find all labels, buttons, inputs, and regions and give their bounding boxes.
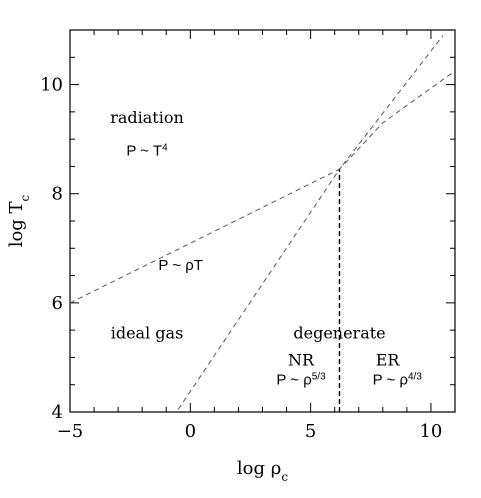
y-axis-label: log Tc xyxy=(6,194,32,247)
annotation-label: ER xyxy=(376,351,401,370)
annotation-superscript: 5/3 xyxy=(312,371,326,382)
y-tick-label: 10 xyxy=(40,75,63,96)
annotation-label: NR xyxy=(288,351,315,370)
x-tick-label: 0 xyxy=(185,421,196,442)
annotation-label: radiation xyxy=(110,108,184,127)
annotation-superscript: 4/3 xyxy=(408,371,422,382)
annotation-superscript: 4 xyxy=(162,142,168,153)
x-tick-label: 10 xyxy=(419,421,442,442)
x-tick-label: −5 xyxy=(57,421,84,442)
y-tick-label: 6 xyxy=(52,293,63,314)
y-tick-label: 8 xyxy=(52,184,63,205)
x-axis-label: log ρc xyxy=(237,458,288,484)
boundary-line-1 xyxy=(69,35,444,304)
annotation-label: P ~ T4 xyxy=(126,142,168,160)
annotation-label: P ~ ρ5/3 xyxy=(276,371,326,389)
x-tick-label: 5 xyxy=(305,421,316,442)
annotation-label: P ~ ρ4/3 xyxy=(373,371,423,389)
annotation-label: P ~ ρT xyxy=(158,257,203,274)
y-axis-label-subscript: c xyxy=(18,194,32,201)
annotation-label: degenerate xyxy=(293,323,385,342)
x-axis-label-subscript: c xyxy=(281,470,288,484)
y-tick-label: 4 xyxy=(52,402,63,423)
boundary-line-2 xyxy=(177,70,456,410)
annotation-label: ideal gas xyxy=(111,323,184,342)
